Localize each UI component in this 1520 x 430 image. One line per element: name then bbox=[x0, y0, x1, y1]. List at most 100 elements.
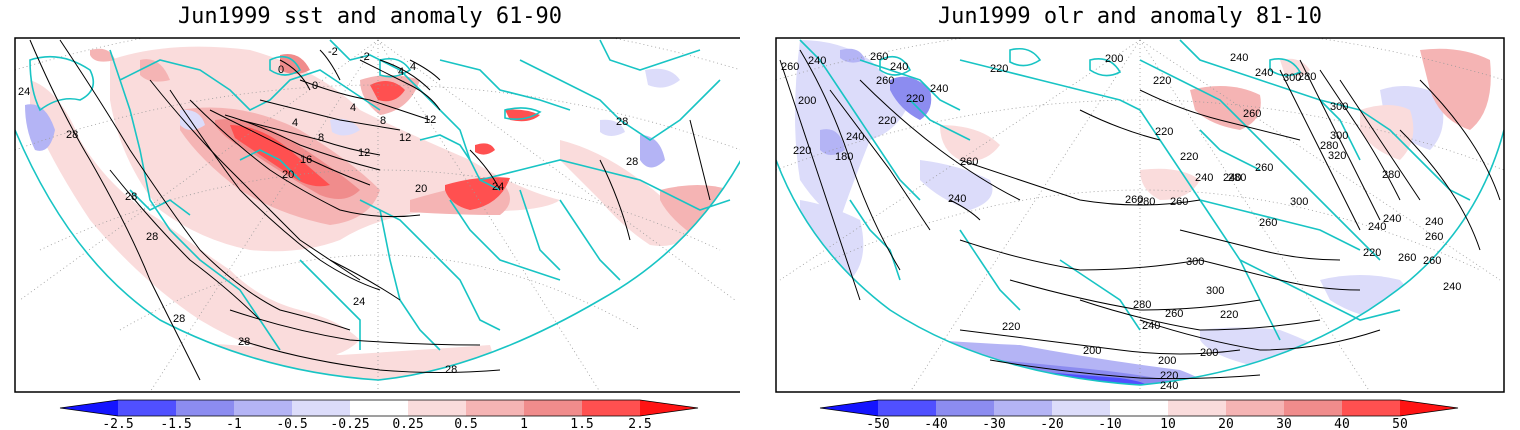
svg-text:220: 220 bbox=[878, 115, 896, 127]
svg-text:280: 280 bbox=[1137, 196, 1155, 208]
svg-text:300: 300 bbox=[1330, 130, 1348, 142]
colorbar-segment bbox=[640, 400, 698, 416]
colorbar-label: -0.5 bbox=[276, 417, 307, 430]
svg-text:260: 260 bbox=[1259, 217, 1277, 229]
svg-text:28: 28 bbox=[173, 313, 185, 325]
colorbar-segment bbox=[820, 400, 878, 416]
contour-labels: 260 240 200 220 180 240 220 240 260 240 … bbox=[781, 51, 1461, 392]
svg-text:260: 260 bbox=[1255, 162, 1273, 174]
svg-text:260: 260 bbox=[960, 156, 978, 168]
coastlines bbox=[15, 39, 740, 381]
colorbar-label: -50 bbox=[866, 417, 889, 430]
colorbar-label: -20 bbox=[1040, 417, 1063, 430]
svg-text:260: 260 bbox=[1398, 252, 1416, 264]
svg-text:240: 240 bbox=[1383, 213, 1401, 225]
svg-text:220: 220 bbox=[793, 145, 811, 157]
colorbar-segment bbox=[176, 400, 234, 416]
svg-text:240: 240 bbox=[1230, 52, 1248, 64]
svg-text:180: 180 bbox=[835, 151, 853, 163]
svg-text:200: 200 bbox=[1083, 345, 1101, 357]
svg-text:-2: -2 bbox=[328, 46, 338, 58]
svg-text:300: 300 bbox=[1206, 285, 1224, 297]
svg-text:8: 8 bbox=[380, 115, 386, 127]
sst-contours bbox=[29, 39, 711, 381]
colorbar-label: 30 bbox=[1276, 417, 1292, 430]
colorbar-label: -2.5 bbox=[102, 417, 133, 430]
svg-text:4: 4 bbox=[398, 66, 404, 78]
map-frame bbox=[14, 37, 740, 393]
svg-text:260: 260 bbox=[870, 51, 888, 63]
svg-text:240: 240 bbox=[948, 193, 966, 205]
colorbar-label: -40 bbox=[924, 417, 947, 430]
svg-text:200: 200 bbox=[798, 95, 816, 107]
colorbar: -2.5 -1.5 -1 -0.5 -0.25 0.25 0.5 1 1.5 2… bbox=[59, 399, 699, 430]
svg-text:300: 300 bbox=[1330, 101, 1348, 113]
colorbar-segment bbox=[1284, 400, 1342, 416]
svg-text:300: 300 bbox=[1290, 196, 1308, 208]
colorbar-segment bbox=[1226, 400, 1284, 416]
svg-text:260: 260 bbox=[1165, 308, 1183, 320]
svg-text:8: 8 bbox=[318, 132, 324, 144]
svg-text:28: 28 bbox=[445, 364, 457, 376]
svg-text:220: 220 bbox=[1363, 247, 1381, 259]
svg-text:220: 220 bbox=[906, 93, 924, 105]
svg-text:320: 320 bbox=[1328, 150, 1346, 162]
svg-text:280: 280 bbox=[1133, 299, 1151, 311]
svg-text:24: 24 bbox=[353, 296, 365, 308]
coastlines bbox=[776, 39, 1504, 386]
svg-text:20: 20 bbox=[415, 183, 427, 195]
svg-text:260: 260 bbox=[781, 61, 799, 73]
svg-text:12: 12 bbox=[358, 147, 370, 159]
svg-text:280: 280 bbox=[1320, 140, 1338, 152]
svg-text:200: 200 bbox=[1158, 355, 1176, 367]
svg-text:260: 260 bbox=[1170, 196, 1188, 208]
svg-text:0: 0 bbox=[278, 64, 284, 76]
svg-text:260: 260 bbox=[1423, 255, 1441, 267]
svg-text:200: 200 bbox=[1105, 53, 1123, 65]
colorbar-label: 40 bbox=[1334, 417, 1350, 430]
svg-text:220: 220 bbox=[1002, 321, 1020, 333]
panel-title: Jun1999 sst and anomaly 61-90 bbox=[177, 4, 563, 29]
colorbar-segment bbox=[466, 400, 524, 416]
svg-text:220: 220 bbox=[1160, 370, 1178, 382]
svg-text:280: 280 bbox=[1228, 172, 1246, 184]
colorbar: -50 -40 -30 -20 -10 10 20 30 40 50 bbox=[819, 399, 1459, 430]
colorbar-label: 0.5 bbox=[454, 417, 477, 430]
colorbar-label: -1.5 bbox=[160, 417, 191, 430]
colorbar-segment bbox=[234, 400, 292, 416]
colorbar-label: 1.5 bbox=[570, 417, 593, 430]
colorbar-label: 20 bbox=[1218, 417, 1234, 430]
svg-text:240: 240 bbox=[1223, 172, 1241, 184]
colorbar-label: 1 bbox=[520, 417, 528, 430]
svg-text:24: 24 bbox=[18, 86, 30, 98]
colorbar-segment bbox=[118, 400, 176, 416]
svg-text:4: 4 bbox=[292, 117, 298, 129]
sst-anomaly-panel: Jun1999 sst and anomaly 61-90 bbox=[0, 0, 740, 430]
svg-text:220: 220 bbox=[1180, 151, 1198, 163]
svg-text:280: 280 bbox=[1382, 169, 1400, 181]
colorbar-segment bbox=[524, 400, 582, 416]
svg-text:240: 240 bbox=[808, 55, 826, 67]
svg-text:260: 260 bbox=[1125, 194, 1143, 206]
svg-text:300: 300 bbox=[1283, 72, 1301, 84]
svg-text:300: 300 bbox=[1186, 256, 1204, 268]
colorbar-label: 0.25 bbox=[392, 417, 423, 430]
svg-text:16: 16 bbox=[300, 154, 312, 166]
svg-text:200: 200 bbox=[1200, 347, 1218, 359]
svg-text:220: 220 bbox=[1155, 126, 1173, 138]
svg-text:260: 260 bbox=[1243, 108, 1261, 120]
map-frame bbox=[775, 37, 1505, 393]
svg-text:240: 240 bbox=[1160, 380, 1178, 392]
colorbar-segment bbox=[1400, 400, 1458, 416]
colorbar-segment bbox=[878, 400, 936, 416]
svg-text:4: 4 bbox=[410, 61, 416, 73]
svg-text:12: 12 bbox=[424, 114, 436, 126]
colorbar-segment bbox=[408, 400, 466, 416]
olr-contours bbox=[779, 49, 1501, 380]
svg-text:0: 0 bbox=[312, 80, 318, 92]
colorbar-label: -1 bbox=[226, 417, 242, 430]
svg-text:28: 28 bbox=[238, 336, 250, 348]
svg-text:240: 240 bbox=[1255, 67, 1273, 79]
colorbar-segment bbox=[1168, 400, 1226, 416]
colorbar-segment bbox=[1052, 400, 1110, 416]
